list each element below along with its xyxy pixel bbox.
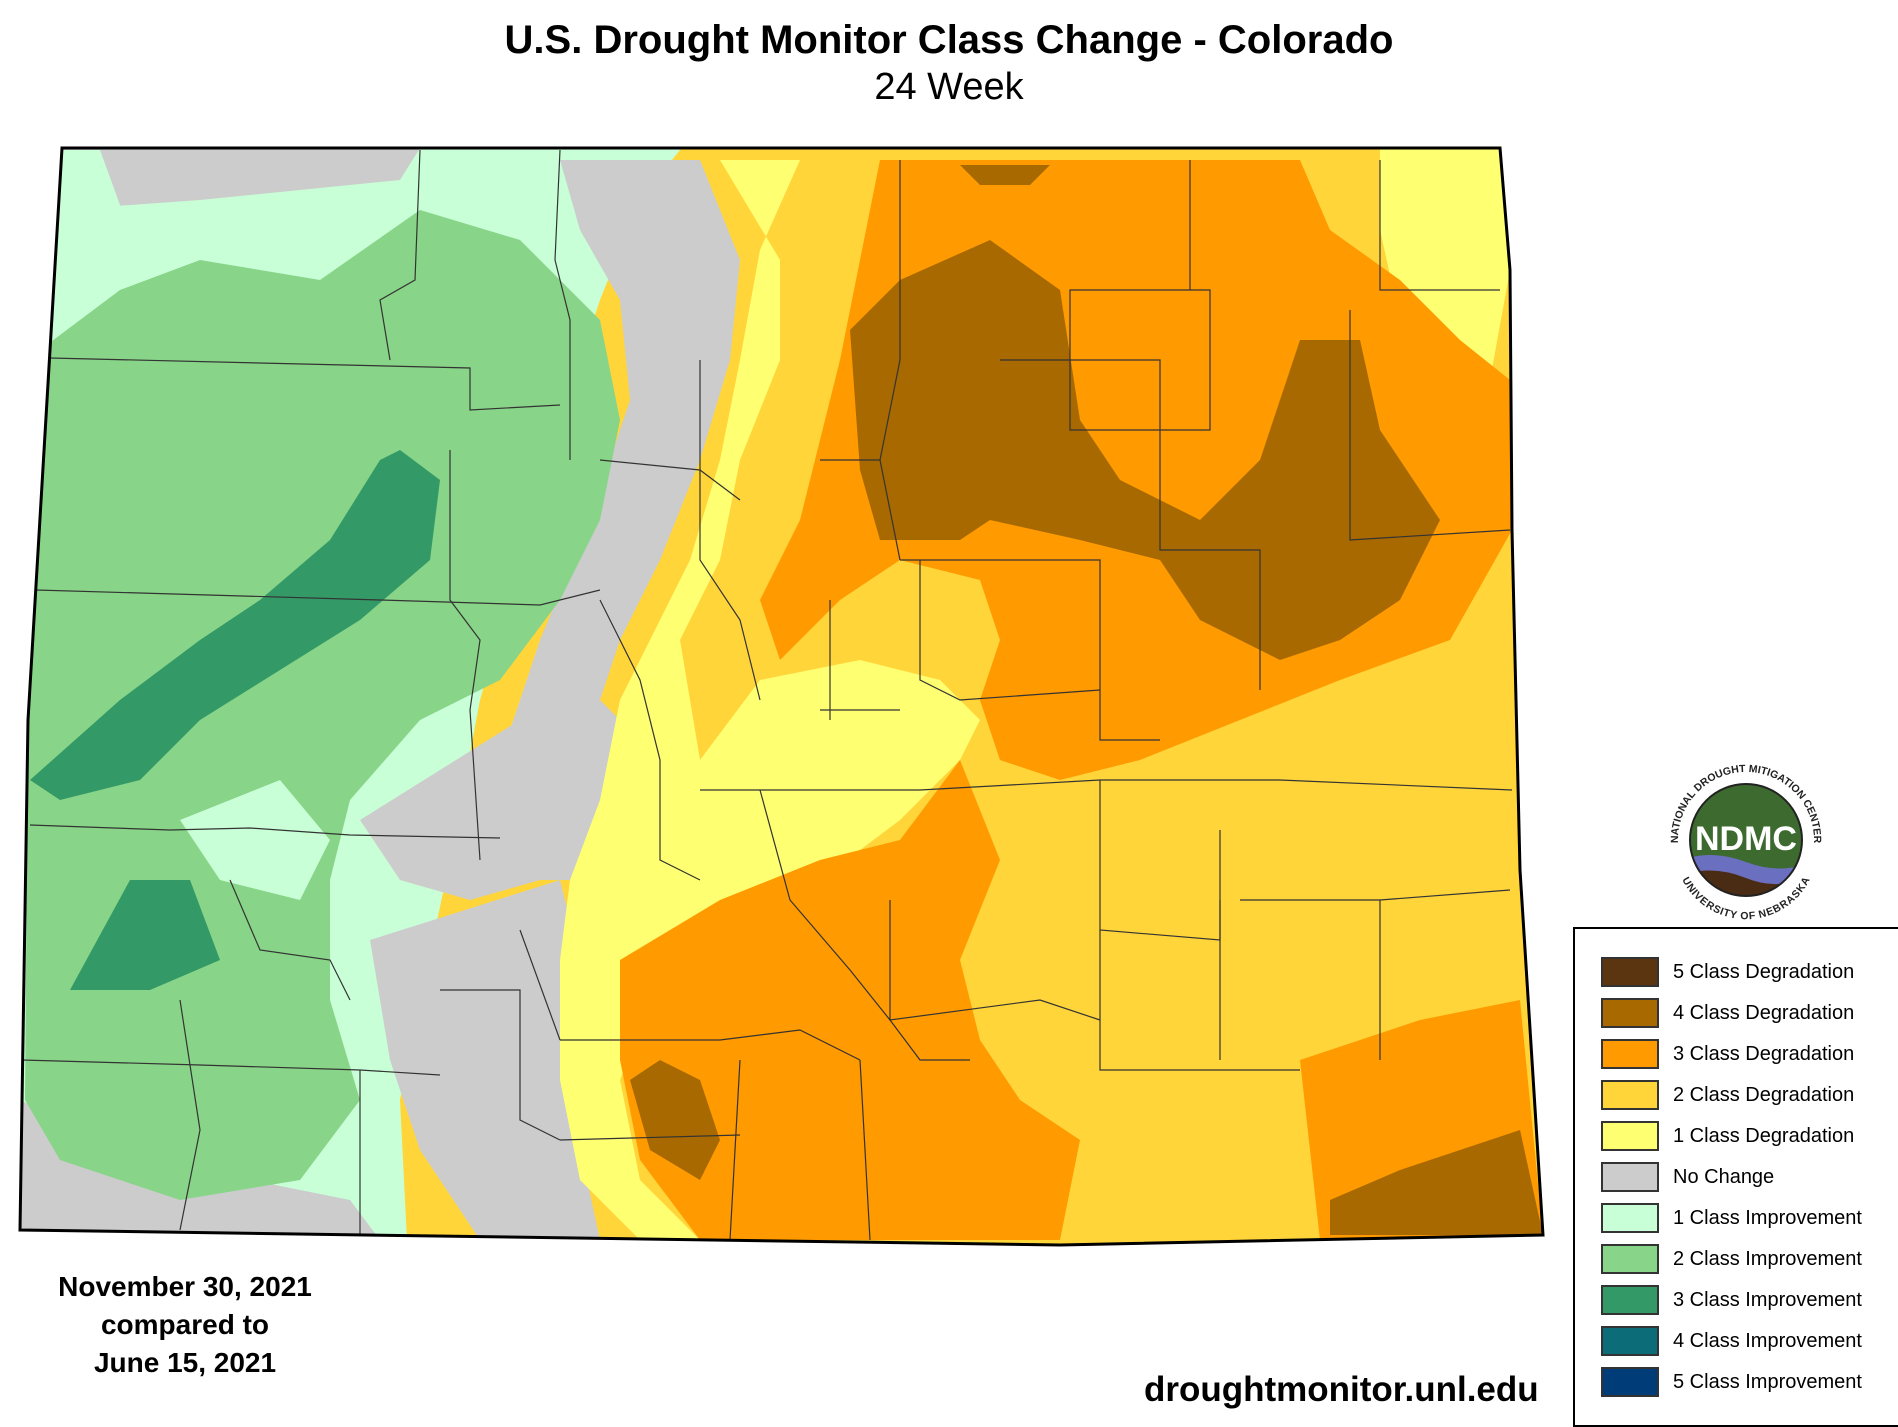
- state-outline: [18, 146, 1545, 1247]
- region-no-change-nw: [60, 148, 420, 210]
- legend-item: 1 Class Degradation: [1601, 1119, 1854, 1153]
- legend-item: 5 Class Degradation: [1601, 955, 1854, 989]
- region-4-class-degradation-top: [960, 165, 1050, 185]
- legend-swatch: [1601, 1326, 1659, 1356]
- legend-item: 1 Class Improvement: [1601, 1201, 1862, 1235]
- legend-label: No Change: [1673, 1165, 1775, 1188]
- legend-label: 3 Class Degradation: [1673, 1042, 1855, 1065]
- legend-swatch: [1601, 1039, 1659, 1069]
- legend-item: No Change: [1601, 1160, 1774, 1194]
- legend: 5 Class Degradation 4 Class Degradation …: [1573, 927, 1898, 1427]
- legend-swatch: [1601, 1121, 1659, 1151]
- region-1-class-improvement-patch-nw: [40, 150, 140, 320]
- region-3-class-improvement-central: [30, 450, 440, 800]
- legend-label: 5 Class Degradation: [1673, 960, 1855, 983]
- legend-item: 5 Class Improvement: [1601, 1365, 1862, 1399]
- legend-item: 2 Class Improvement: [1601, 1242, 1862, 1276]
- ndmc-logo: NDMC NATIONAL DROUGHT MITIGATION CENTER …: [1662, 756, 1830, 924]
- legend-swatch: [1601, 998, 1659, 1028]
- legend-item: 4 Class Improvement: [1601, 1324, 1862, 1358]
- legend-swatch: [1601, 1244, 1659, 1274]
- legend-swatch: [1601, 1162, 1659, 1192]
- region-3-class-degradation-south: [620, 760, 1080, 1240]
- legend-item: 4 Class Degradation: [1601, 996, 1854, 1030]
- legend-swatch: [1601, 1367, 1659, 1397]
- current-date: November 30, 2021: [58, 1271, 312, 1302]
- region-3-class-improvement-sw: [70, 880, 220, 990]
- legend-label: 4 Class Improvement: [1673, 1329, 1862, 1352]
- legend-label: 5 Class Improvement: [1673, 1370, 1862, 1393]
- legend-label: 2 Class Improvement: [1673, 1247, 1862, 1270]
- region-no-change-sw: [370, 880, 600, 1240]
- map-subtitle: 24 Week: [874, 66, 1024, 108]
- legend-label: 4 Class Degradation: [1673, 1001, 1855, 1024]
- region-4-class-degradation-south: [630, 1060, 720, 1180]
- legend-label: 1 Class Degradation: [1673, 1124, 1855, 1147]
- legend-swatch: [1601, 1080, 1659, 1110]
- region-3-class-degradation-inner: [1090, 290, 1210, 450]
- region-4-class-degradation-ne: [850, 240, 1440, 660]
- legend-item: 3 Class Improvement: [1601, 1283, 1862, 1317]
- legend-item: 3 Class Degradation: [1601, 1037, 1854, 1071]
- legend-item: 2 Class Degradation: [1601, 1078, 1854, 1112]
- region-1-class-improvement-patch: [180, 780, 330, 900]
- logo-abbrev: NDMC: [1695, 820, 1797, 858]
- map-title: U.S. Drought Monitor Class Change - Colo…: [504, 18, 1394, 62]
- legend-swatch: [1601, 1203, 1659, 1233]
- compared-to-label: compared to: [100, 1309, 270, 1340]
- region-4-class-degradation-se: [1330, 1130, 1543, 1235]
- source-url[interactable]: droughtmonitor.unl.edu: [1144, 1370, 1539, 1409]
- previous-date: June 15, 2021: [93, 1347, 277, 1378]
- region-no-change-front-range: [500, 160, 740, 800]
- legend-swatch: [1601, 957, 1659, 987]
- legend-label: 2 Class Degradation: [1673, 1083, 1855, 1106]
- legend-label: 3 Class Improvement: [1673, 1288, 1862, 1311]
- legend-swatch: [1601, 1285, 1659, 1315]
- comparison-dates: November 30, 2021 compared to June 15, 2…: [30, 1268, 340, 1382]
- county-boundaries: [21, 149, 1513, 1241]
- legend-label: 1 Class Improvement: [1673, 1206, 1862, 1229]
